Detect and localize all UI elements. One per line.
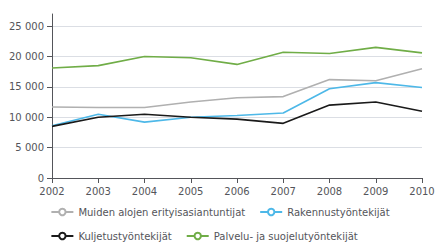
svg-text:2003: 2003 (86, 186, 111, 197)
svg-text:20 000: 20 000 (9, 51, 44, 62)
svg-text:2006: 2006 (224, 186, 249, 197)
svg-text:2007: 2007 (271, 186, 296, 197)
svg-text:25 000: 25 000 (9, 21, 44, 32)
svg-text:15 000: 15 000 (9, 81, 44, 92)
svg-text:0: 0 (38, 173, 44, 184)
svg-text:2009: 2009 (363, 186, 388, 197)
svg-text:5 000: 5 000 (15, 142, 44, 153)
svg-text:Palvelu- ja suojelutyöntekijät: Palvelu- ja suojelutyöntekijät (214, 231, 358, 242)
svg-text:10 000: 10 000 (9, 112, 44, 123)
svg-text:2002: 2002 (39, 186, 64, 197)
svg-text:2008: 2008 (317, 186, 342, 197)
svg-text:Rakennustyöntekijät: Rakennustyöntekijät (287, 207, 390, 218)
svg-text:2010: 2010 (409, 186, 434, 197)
svg-text:Muiden alojen erityisasiantunt: Muiden alojen erityisasiantuntijat (78, 207, 245, 218)
svg-text:Kuljetustyöntekijät: Kuljetustyöntekijät (78, 231, 171, 242)
svg-text:2005: 2005 (178, 186, 203, 197)
svg-text:2004: 2004 (132, 186, 157, 197)
